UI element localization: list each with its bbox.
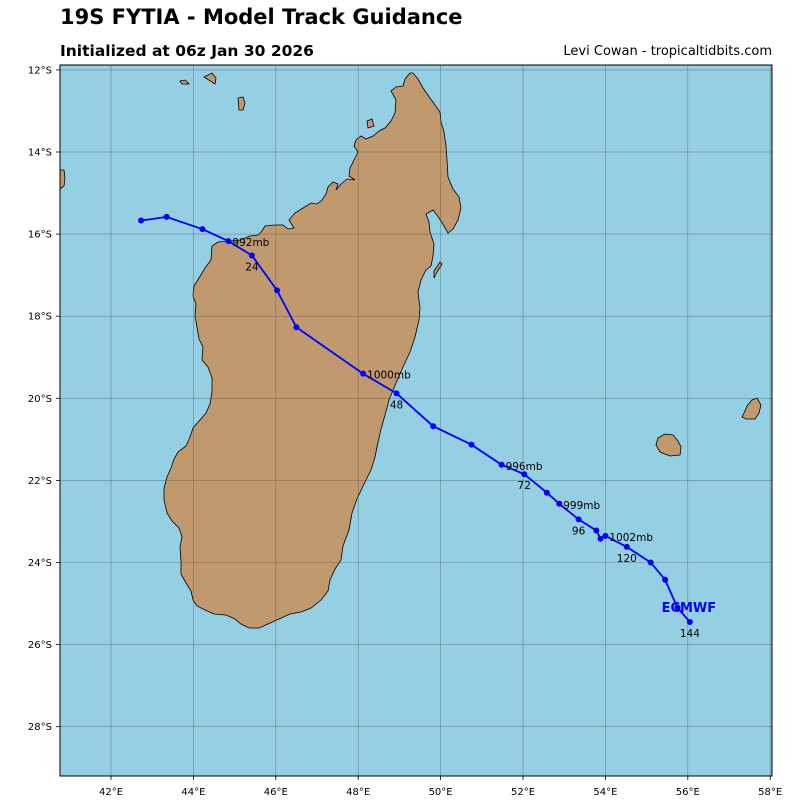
track-point — [360, 370, 367, 377]
chart-title: 19S FYTIA - Model Track Guidance — [60, 5, 463, 29]
lat-tick-label: 18°S — [28, 312, 52, 323]
forecast-hour-label: 144 — [680, 628, 700, 640]
lat-tick-label: 12°S — [28, 65, 52, 76]
track-point — [163, 213, 170, 220]
forecast-hour-label: 72 — [518, 480, 531, 492]
track-point — [575, 516, 582, 523]
pressure-label: 999mb — [563, 500, 600, 512]
track-point — [293, 324, 300, 331]
track-point — [274, 287, 281, 294]
model-track — [138, 213, 693, 626]
graticule-lines — [60, 65, 772, 776]
lat-tick-label: 24°S — [28, 558, 52, 569]
track-point — [498, 461, 505, 468]
track-point — [225, 238, 232, 245]
lon-tick-label: 50°E — [429, 787, 453, 798]
longitude-ticks: 42°E 44°E 46°E 48°E 50°E 52°E 54°E 56°E 58°E — [99, 776, 782, 798]
pressure-label: 996mb — [506, 461, 543, 473]
track-point — [623, 543, 630, 550]
track-point — [138, 217, 145, 224]
comoros-islet-1 — [203, 72, 217, 85]
track-point — [199, 226, 206, 233]
reunion-island — [655, 433, 682, 457]
track-point — [468, 441, 475, 448]
forecast-hour-label: 24 — [245, 261, 259, 273]
west-edge-islet — [60, 169, 66, 190]
track-point — [647, 559, 654, 566]
track-labels: 992mb 1000mb 996mb 999mb 1002mb 24 48 72 96 120 14… — [232, 237, 716, 640]
init-time-subtitle: Initialized at 06z Jan 30 2026 — [60, 42, 314, 60]
forecast-hour-label: 48 — [390, 399, 403, 411]
lat-tick-label: 28°S — [28, 722, 52, 733]
lat-tick-label: 26°S — [28, 640, 52, 651]
credit-text: Levi Cowan - tropicaltidbits.com — [563, 44, 772, 59]
latitude-ticks: 12°S 14°S 16°S 18°S 20°S 22°S 24°S 26°S 28°S — [28, 65, 60, 733]
map-frame — [59, 64, 773, 777]
track-point — [662, 576, 669, 583]
lat-tick-label: 22°S — [28, 476, 52, 487]
pressure-label: 1002mb — [609, 532, 653, 544]
madagascar-landmass — [163, 72, 462, 629]
lon-tick-label: 52°E — [511, 787, 535, 798]
lon-tick-label: 58°E — [758, 787, 782, 798]
track-point — [556, 500, 563, 507]
pressure-label: 1000mb — [367, 370, 411, 382]
track-point — [248, 252, 255, 259]
forecast-hour-label: 120 — [617, 553, 637, 565]
lon-tick-label: 56°E — [676, 787, 700, 798]
track-point — [521, 471, 528, 478]
track-point — [593, 527, 600, 534]
comoros-islet-2 — [179, 79, 190, 85]
mauritius-island — [741, 397, 762, 420]
track-point — [686, 619, 693, 626]
track-point — [543, 489, 550, 496]
nosy-be-island — [366, 118, 375, 129]
lat-tick-label: 14°S — [28, 148, 52, 159]
lat-tick-label: 16°S — [28, 230, 52, 241]
lon-tick-label: 46°E — [264, 787, 288, 798]
track-point — [674, 604, 681, 611]
lon-tick-label: 54°E — [593, 787, 617, 798]
lon-tick-label: 44°E — [181, 787, 205, 798]
lon-tick-label: 42°E — [99, 787, 123, 798]
track-point — [602, 532, 609, 539]
track-point — [597, 535, 604, 542]
mayotte-island — [237, 96, 246, 111]
lat-tick-label: 20°S — [28, 394, 52, 405]
track-point — [430, 423, 437, 430]
model-name-label: ECMWF — [662, 601, 717, 616]
track-line — [140, 215, 691, 623]
lon-tick-label: 48°E — [346, 787, 370, 798]
sainte-marie-island — [433, 261, 443, 279]
forecast-hour-label: 96 — [572, 525, 586, 537]
pressure-label: 992mb — [232, 237, 269, 249]
track-point — [393, 390, 400, 397]
